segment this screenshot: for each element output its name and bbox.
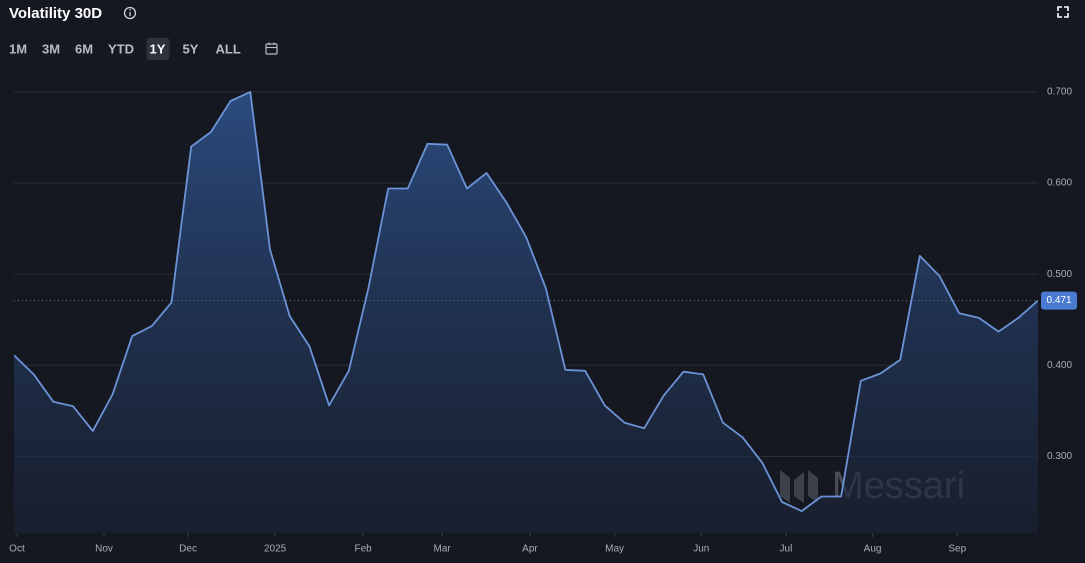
x-tick-label: Mar — [433, 544, 451, 555]
last-value-badge — [1041, 291, 1077, 310]
fullscreen-icon[interactable] — [1057, 6, 1069, 18]
line — [14, 91, 1038, 512]
x-tick-label: Jun — [693, 544, 709, 555]
range-button[interactable]: 1M — [9, 41, 27, 56]
y-tick-label: 0.300 — [1047, 451, 1072, 462]
x-tick-label: Nov — [95, 544, 113, 555]
watermark-icon — [780, 470, 818, 503]
y-tick-label: 0.600 — [1047, 178, 1072, 189]
y-tick-label: 0.400 — [1047, 360, 1072, 371]
range-button[interactable]: 5Y — [183, 41, 199, 56]
last-value-label: 0.471 — [1046, 295, 1071, 306]
x-tick-label: Feb — [355, 544, 373, 555]
x-tick-label: Sep — [948, 544, 966, 555]
x-tick-label: Apr — [522, 544, 538, 555]
plot-area: 0.300 0.400 0.500 0.600 0.700 Oct Nov Dec 2025 Fe… — [9, 87, 1077, 555]
x-tick-label: Jul — [780, 544, 793, 555]
x-tick-label: Aug — [864, 544, 882, 555]
info-icon[interactable] — [123, 6, 137, 20]
range-button-bg — [146, 38, 170, 60]
watermark-logo — [780, 470, 818, 503]
x-tick-label: May — [605, 544, 624, 555]
range-button[interactable]: 1Y — [150, 41, 166, 56]
chart-title: Volatility 30D — [9, 5, 102, 22]
calendar-icon[interactable] — [265, 42, 278, 55]
range-button[interactable]: ALL — [216, 41, 241, 56]
series — [14, 91, 1038, 533]
y-tick-label: 0.500 — [1047, 269, 1072, 280]
range-button[interactable]: YTD — [108, 41, 134, 56]
area-fill — [14, 91, 1038, 533]
range-button[interactable]: 6M — [75, 41, 93, 56]
x-tick-label: 2025 — [264, 544, 287, 555]
range-button[interactable]: 3M — [42, 41, 60, 56]
x-tick-label: Oct — [9, 544, 25, 555]
y-tick-label: 0.700 — [1047, 87, 1072, 98]
x-tick-label: Dec — [179, 544, 197, 555]
range-selector: 1M 3M 6M YTD 1Y 5Y ALL — [9, 38, 241, 60]
